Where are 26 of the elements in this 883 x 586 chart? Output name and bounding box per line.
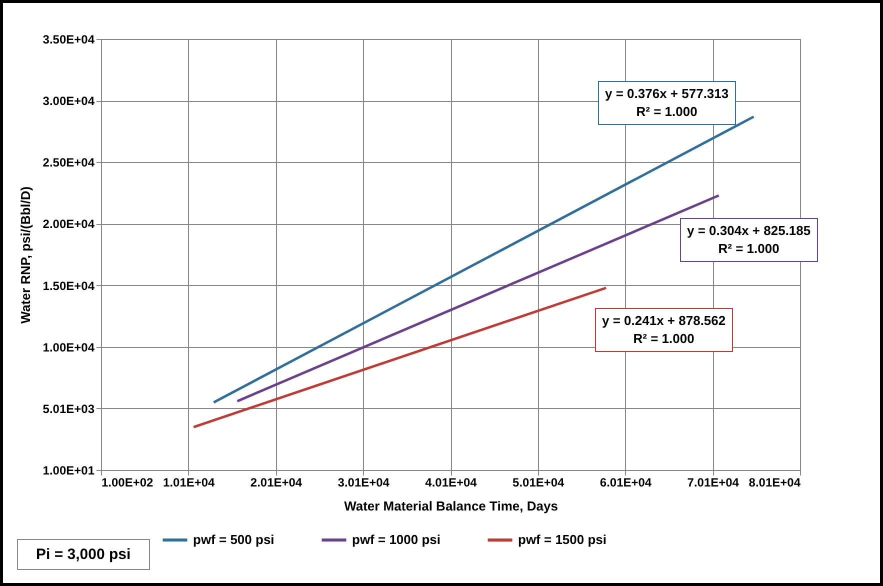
x-axis-title: Water Material Balance Time, Days xyxy=(344,498,558,514)
x-tick-label: 5.01E+04 xyxy=(512,476,565,490)
y-tick-label: 5.01E+03 xyxy=(42,402,95,416)
y-tick-label: 1.50E+04 xyxy=(42,278,95,293)
x-tick-label: 1.00E+02 xyxy=(102,476,154,490)
x-tick-label: 4.01E+04 xyxy=(425,476,478,490)
x-tick-label: 6.01E+04 xyxy=(600,476,652,490)
y-axis-title: Water RNP, psi/(Bbl/D) xyxy=(18,186,33,324)
legend-label: pwf = 1000 psi xyxy=(352,532,441,547)
annotation: y = 0.241x + 878.562 R² = 1.000 xyxy=(595,308,733,352)
x-tick-label: 8.01E+04 xyxy=(748,476,801,490)
y-tick-label: 3.50E+04 xyxy=(42,32,95,46)
y-tick-label: 1.00E+01 xyxy=(42,464,95,478)
x-tick-label: 2.01E+04 xyxy=(250,476,302,490)
legend-label: pwf = 500 psi xyxy=(193,532,274,547)
y-tick-label: 3.00E+04 xyxy=(42,94,95,108)
annotation: y = 0.304x + 825.185 R² = 1.000 xyxy=(680,218,818,262)
x-tick-label: 7.01E+04 xyxy=(687,476,740,490)
y-tick-label: 2.00E+04 xyxy=(42,217,95,232)
x-tick-label: 3.01E+04 xyxy=(338,476,390,490)
legend-label: pwf = 1500 psi xyxy=(518,532,607,547)
y-tick-label: 2.50E+04 xyxy=(42,156,95,170)
x-tick-label: 1.01E+04 xyxy=(163,476,216,490)
annotation: y = 0.376x + 577.313 R² = 1.000 xyxy=(598,81,736,125)
text: Pi = 3,000 psi xyxy=(17,539,150,570)
y-tick-label: 1.00E+04 xyxy=(42,340,95,354)
